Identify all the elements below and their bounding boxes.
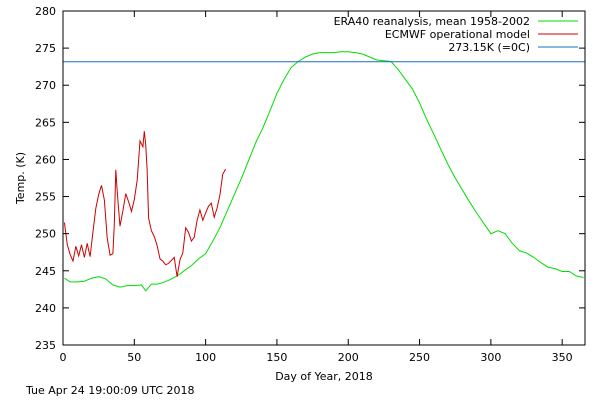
x-tick-label: 350 [552,351,573,364]
y-tick-label: 265 [35,116,56,129]
y-tick-label: 240 [35,302,56,315]
plot-frame [62,10,586,346]
x-tick-label: 100 [195,351,216,364]
legend-label: ERA40 reanalysis, mean 1958-2002 [334,15,530,28]
x-tick-label: 50 [127,351,141,364]
y-tick-label: 250 [35,228,56,241]
series-line-2 [63,131,227,277]
plot-area [63,51,585,292]
timestamp: Tue Apr 24 19:00:09 UTC 2018 [26,384,195,397]
y-tick-label: 255 [35,191,56,204]
x-axis-title: Day of Year, 2018 [275,370,373,383]
legend-label: ECMWF operational model [385,28,530,41]
x-tick-label: 0 [60,351,67,364]
axes: 235 240 245 250 255 260 265 270 275 280 0 50 100 150 2… [35,5,586,364]
x-tick-label: 300 [480,351,501,364]
y-tick-label: 260 [35,153,56,166]
y-tick-label: 235 [35,339,56,352]
x-tick-label: 150 [266,351,287,364]
x-tick-label: 250 [409,351,430,364]
y-tick-label: 275 [35,42,56,55]
x-tick-label: 200 [338,351,359,364]
y-tick-label: 245 [35,265,56,278]
y-tick-label: 270 [35,79,56,92]
y-axis-title: Temp. (K) [14,152,27,205]
legend-label: 273.15K (=0C) [448,41,530,54]
series-line-1 [64,51,584,292]
y-tick-label: 280 [35,5,56,18]
